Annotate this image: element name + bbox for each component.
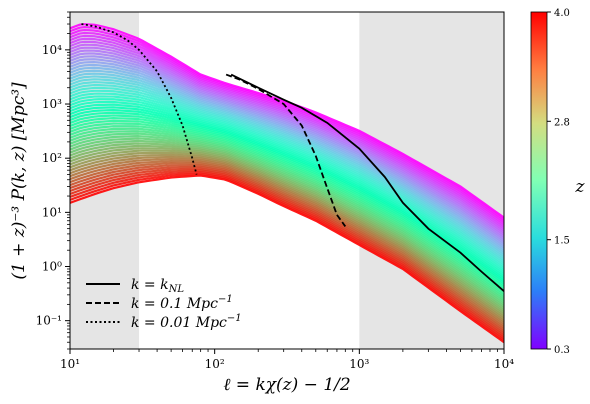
colorbar (530, 11, 548, 350)
z-curve-10 (70, 52, 504, 240)
x-tick-label: 10⁴ (494, 357, 514, 371)
z-curve-50 (70, 157, 504, 325)
colorbar-ticks: 0.3 1.5 2.8 4.0 (547, 8, 570, 356)
z-curve-13 (70, 60, 504, 246)
colorbar-tick-label: 4.0 (554, 8, 570, 19)
z-curve-45 (70, 147, 504, 314)
z-curve-21 (70, 83, 504, 263)
z-curve-46 (70, 149, 504, 316)
colorbar-tick-label: 2.8 (554, 117, 570, 128)
y-tick-label: 10⁴ (42, 43, 62, 57)
z-curve-49 (70, 155, 504, 323)
z-curve-35 (70, 122, 504, 293)
z-curve-51 (70, 160, 504, 327)
z-curve-55 (70, 167, 504, 335)
z-curve-48 (70, 153, 504, 320)
x-axis-ticks: 10¹ 10² 10³ 10⁴ (60, 349, 514, 371)
z-curve-2 (70, 28, 504, 223)
z-curve-14 (70, 63, 504, 249)
z-curve-38 (70, 130, 504, 299)
z-curve-41 (70, 137, 504, 306)
z-curve-24 (70, 92, 504, 270)
y-tick-label: 10³ (42, 97, 62, 111)
y-tick-label: 10⁻¹ (36, 314, 62, 328)
y-tick-label: 10² (42, 151, 62, 165)
z-curve-54 (70, 165, 504, 333)
x-tick-label: 10³ (349, 357, 369, 371)
y-axis-ticks: 10⁻¹ 10⁰ 10¹ 10² 10³ 10⁴ (36, 11, 70, 350)
x-tick-label: 10² (205, 357, 225, 371)
z-curve-33 (70, 117, 504, 289)
z-curve-4 (70, 34, 504, 227)
plot-frame (69, 11, 505, 350)
z-curve-11 (70, 55, 504, 242)
z-curve-34 (70, 119, 504, 291)
z-curve-52 (70, 162, 504, 329)
series-line-dotted (81, 23, 198, 175)
z-curve-58 (70, 172, 504, 342)
x-axis-label: ℓ = kχ(z) − 1/2 (223, 375, 350, 395)
z-curve-6 (70, 40, 504, 232)
z-curve-42 (70, 139, 504, 308)
z-curve-31 (70, 111, 504, 284)
z-curve-8 (70, 46, 504, 236)
z-curve-37 (70, 127, 504, 297)
z-curve-26 (70, 98, 504, 274)
z-curve-20 (70, 81, 504, 261)
z-curve-59 (70, 174, 504, 344)
z-curve-1 (70, 26, 504, 221)
z-curve-3 (70, 31, 504, 225)
z-curve-25 (70, 95, 504, 272)
z-curve-17 (70, 72, 504, 255)
series-line-dashed (225, 73, 347, 227)
y-axis-label: (1 + z)⁻³ P(k, z) [Mpc³] (9, 82, 29, 280)
z-curve-56 (70, 169, 504, 337)
z-curve-22 (70, 86, 504, 265)
z-curve-44 (70, 144, 504, 312)
colorbar-label: z (575, 177, 586, 197)
colorbar-tick-label: 1.5 (554, 236, 570, 247)
z-curve-40 (70, 134, 504, 303)
z-curve-15 (70, 66, 504, 251)
z-curve-27 (70, 100, 504, 276)
z-curve-57 (70, 170, 504, 339)
z-curve-29 (70, 106, 504, 280)
z-curve-16 (70, 69, 504, 253)
z-curve-18 (70, 75, 504, 257)
colorbar-tick-label: 0.3 (554, 345, 570, 356)
z-curve-32 (70, 114, 504, 287)
legend-label-knl: k = kNL (131, 277, 184, 295)
z-curve-12 (70, 58, 504, 244)
k-series-lines (81, 23, 504, 292)
z-curve-39 (70, 132, 504, 301)
legend-label-k001: k = 0.01 Mpc−1 (131, 313, 242, 331)
y-tick-label: 10¹ (42, 205, 62, 219)
series-line-solid (230, 73, 504, 292)
y-tick-label: 10⁰ (42, 260, 62, 274)
z-curve-43 (70, 142, 504, 310)
legend-label-k01: k = 0.1 Mpc−1 (131, 294, 233, 312)
x-tick-label: 10¹ (60, 357, 80, 371)
z-curve-7 (70, 43, 504, 234)
z-curve-47 (70, 151, 504, 318)
z-curve-19 (70, 78, 504, 259)
legend: k = kNL k = 0.1 Mpc−1 k = 0.01 Mpc−1 (86, 277, 242, 331)
z-curve-9 (70, 49, 504, 238)
z-curve-53 (70, 164, 504, 331)
z-curve-36 (70, 125, 504, 295)
z-curve-28 (70, 103, 504, 278)
z-curve-23 (70, 89, 504, 268)
